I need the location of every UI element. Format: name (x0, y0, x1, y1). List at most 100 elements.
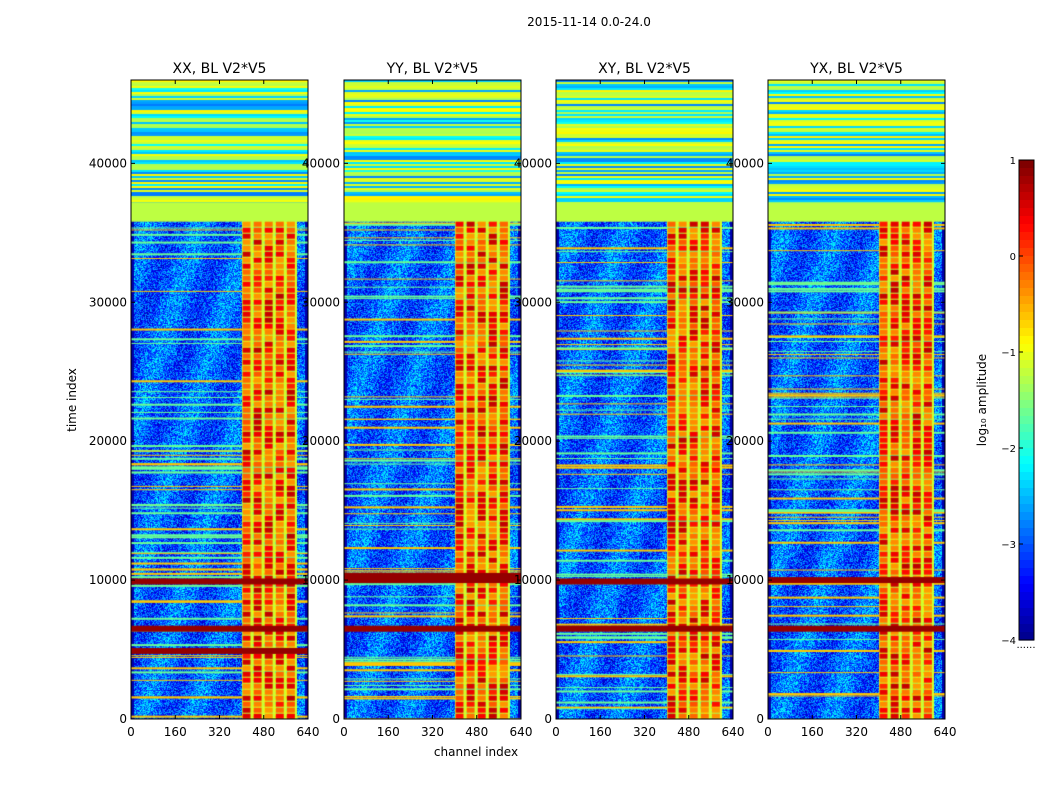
x-tick-label: 480 (677, 725, 700, 739)
colorbar-label: log₁₀ amplitude (975, 354, 989, 446)
colorbar-segment (1019, 288, 1034, 297)
x-tick-label: 640 (934, 725, 957, 739)
colorbar-segment (1019, 496, 1034, 505)
y-tick-label: 30000 (514, 295, 552, 309)
suptitle: 2015-11-14 0.0-24.0 (527, 15, 651, 29)
colorbar-segment (1019, 632, 1034, 641)
x-tick-label: 480 (252, 725, 275, 739)
colorbar-segment (1019, 208, 1034, 217)
colorbar: 1 0 −1 −2 −3 −4 (1001, 156, 1035, 647)
colorbar-segment (1019, 624, 1034, 633)
colorbar-segment (1019, 240, 1034, 249)
colorbar-segment (1019, 536, 1034, 545)
colorbar-tick-label: 1 (1010, 156, 1016, 167)
heatmap-image (344, 80, 521, 719)
colorbar-segment (1019, 344, 1034, 353)
x-tick-label: 320 (421, 725, 444, 739)
y-tick-label: 40000 (514, 156, 552, 170)
colorbar-segment (1019, 320, 1034, 329)
y-tick-label: 0 (119, 712, 127, 726)
colorbar-segment (1019, 456, 1034, 465)
colorbar-tick-label: −4 (1001, 636, 1016, 647)
colorbar-segment (1019, 200, 1034, 209)
y-tick-label: 40000 (726, 156, 764, 170)
x-tick-label: 0 (764, 725, 772, 739)
y-tick-label: 20000 (726, 434, 764, 448)
x-tick-label: 0 (552, 725, 560, 739)
heatmap-image (131, 80, 308, 719)
colorbar-tick-label: 0 (1010, 252, 1016, 263)
x-tick-label: 640 (297, 725, 320, 739)
colorbar-segment (1019, 248, 1034, 257)
colorbar-segment (1019, 272, 1034, 281)
colorbar-segment (1019, 368, 1034, 377)
colorbar-tick-label: −3 (1001, 540, 1016, 551)
colorbar-segment (1019, 552, 1034, 561)
colorbar-segment (1019, 432, 1034, 441)
colorbar-segment (1019, 256, 1034, 265)
colorbar-segment (1019, 472, 1034, 481)
colorbar-segment (1019, 392, 1034, 401)
panel-title: YY, BL V2*V5 (386, 61, 479, 77)
colorbar-segment (1019, 408, 1034, 417)
y-tick-label: 10000 (302, 573, 340, 587)
x-tick-label: 160 (589, 725, 612, 739)
colorbar-segment (1019, 224, 1034, 233)
colorbar-segment (1019, 464, 1034, 473)
colorbar-segment (1019, 448, 1034, 457)
colorbar-segment (1019, 264, 1034, 273)
y-tick-label: 0 (544, 712, 552, 726)
panel-title: XY, BL V2*V5 (598, 61, 691, 77)
x-tick-label: 160 (377, 725, 400, 739)
colorbar-segment (1019, 384, 1034, 393)
y-tick-label: 40000 (89, 156, 127, 170)
colorbar-segment (1019, 520, 1034, 529)
y-tick-label: 10000 (89, 573, 127, 587)
x-tick-label: 320 (208, 725, 231, 739)
x-tick-label: 320 (845, 725, 868, 739)
x-tick-label: 320 (633, 725, 656, 739)
colorbar-segment (1019, 584, 1034, 593)
colorbar-segment (1019, 216, 1034, 225)
colorbar-segment (1019, 416, 1034, 425)
colorbar-tick-label: −1 (1001, 348, 1016, 359)
y-tick-label: 10000 (726, 573, 764, 587)
x-tick-label: 0 (340, 725, 348, 739)
colorbar-segment (1019, 592, 1034, 601)
colorbar-segment (1019, 176, 1034, 185)
colorbar-segment (1019, 168, 1034, 177)
colorbar-segment (1019, 328, 1034, 337)
colorbar-segment (1019, 480, 1034, 489)
panel-title: YX, BL V2*V5 (809, 61, 903, 77)
colorbar-segment (1019, 192, 1034, 201)
y-tick-label: 20000 (302, 434, 340, 448)
colorbar-segment (1019, 440, 1034, 449)
panels: XX, BL V2*V5 0 160 320 480 640 0 10000 20000 3000… (89, 61, 957, 739)
colorbar-segment (1019, 184, 1034, 193)
colorbar-segment (1019, 544, 1034, 553)
colorbar-segment (1019, 608, 1034, 617)
colorbar-segment (1019, 312, 1034, 321)
colorbar-extra: ...... (1016, 640, 1035, 651)
y-tick-label: 0 (332, 712, 340, 726)
colorbar-segment (1019, 504, 1034, 513)
y-tick-label: 20000 (89, 434, 127, 448)
colorbar-segment (1019, 560, 1034, 569)
colorbar-segment (1019, 352, 1034, 361)
colorbar-segment (1019, 600, 1034, 609)
colorbar-segment (1019, 576, 1034, 585)
x-axis-label: channel index (434, 745, 518, 759)
colorbar-segment (1019, 512, 1034, 521)
colorbar-segment (1019, 424, 1034, 433)
y-tick-label: 30000 (302, 295, 340, 309)
x-tick-label: 640 (510, 725, 533, 739)
heatmap-image (556, 80, 733, 719)
colorbar-segment (1019, 280, 1034, 289)
x-tick-label: 160 (801, 725, 824, 739)
colorbar-segment (1019, 568, 1034, 577)
y-axis-label: time index (65, 368, 79, 432)
colorbar-segment (1019, 232, 1034, 241)
panel-title: XX, BL V2*V5 (173, 61, 267, 77)
colorbar-tick-label: −2 (1001, 444, 1016, 455)
colorbar-segment (1019, 376, 1034, 385)
